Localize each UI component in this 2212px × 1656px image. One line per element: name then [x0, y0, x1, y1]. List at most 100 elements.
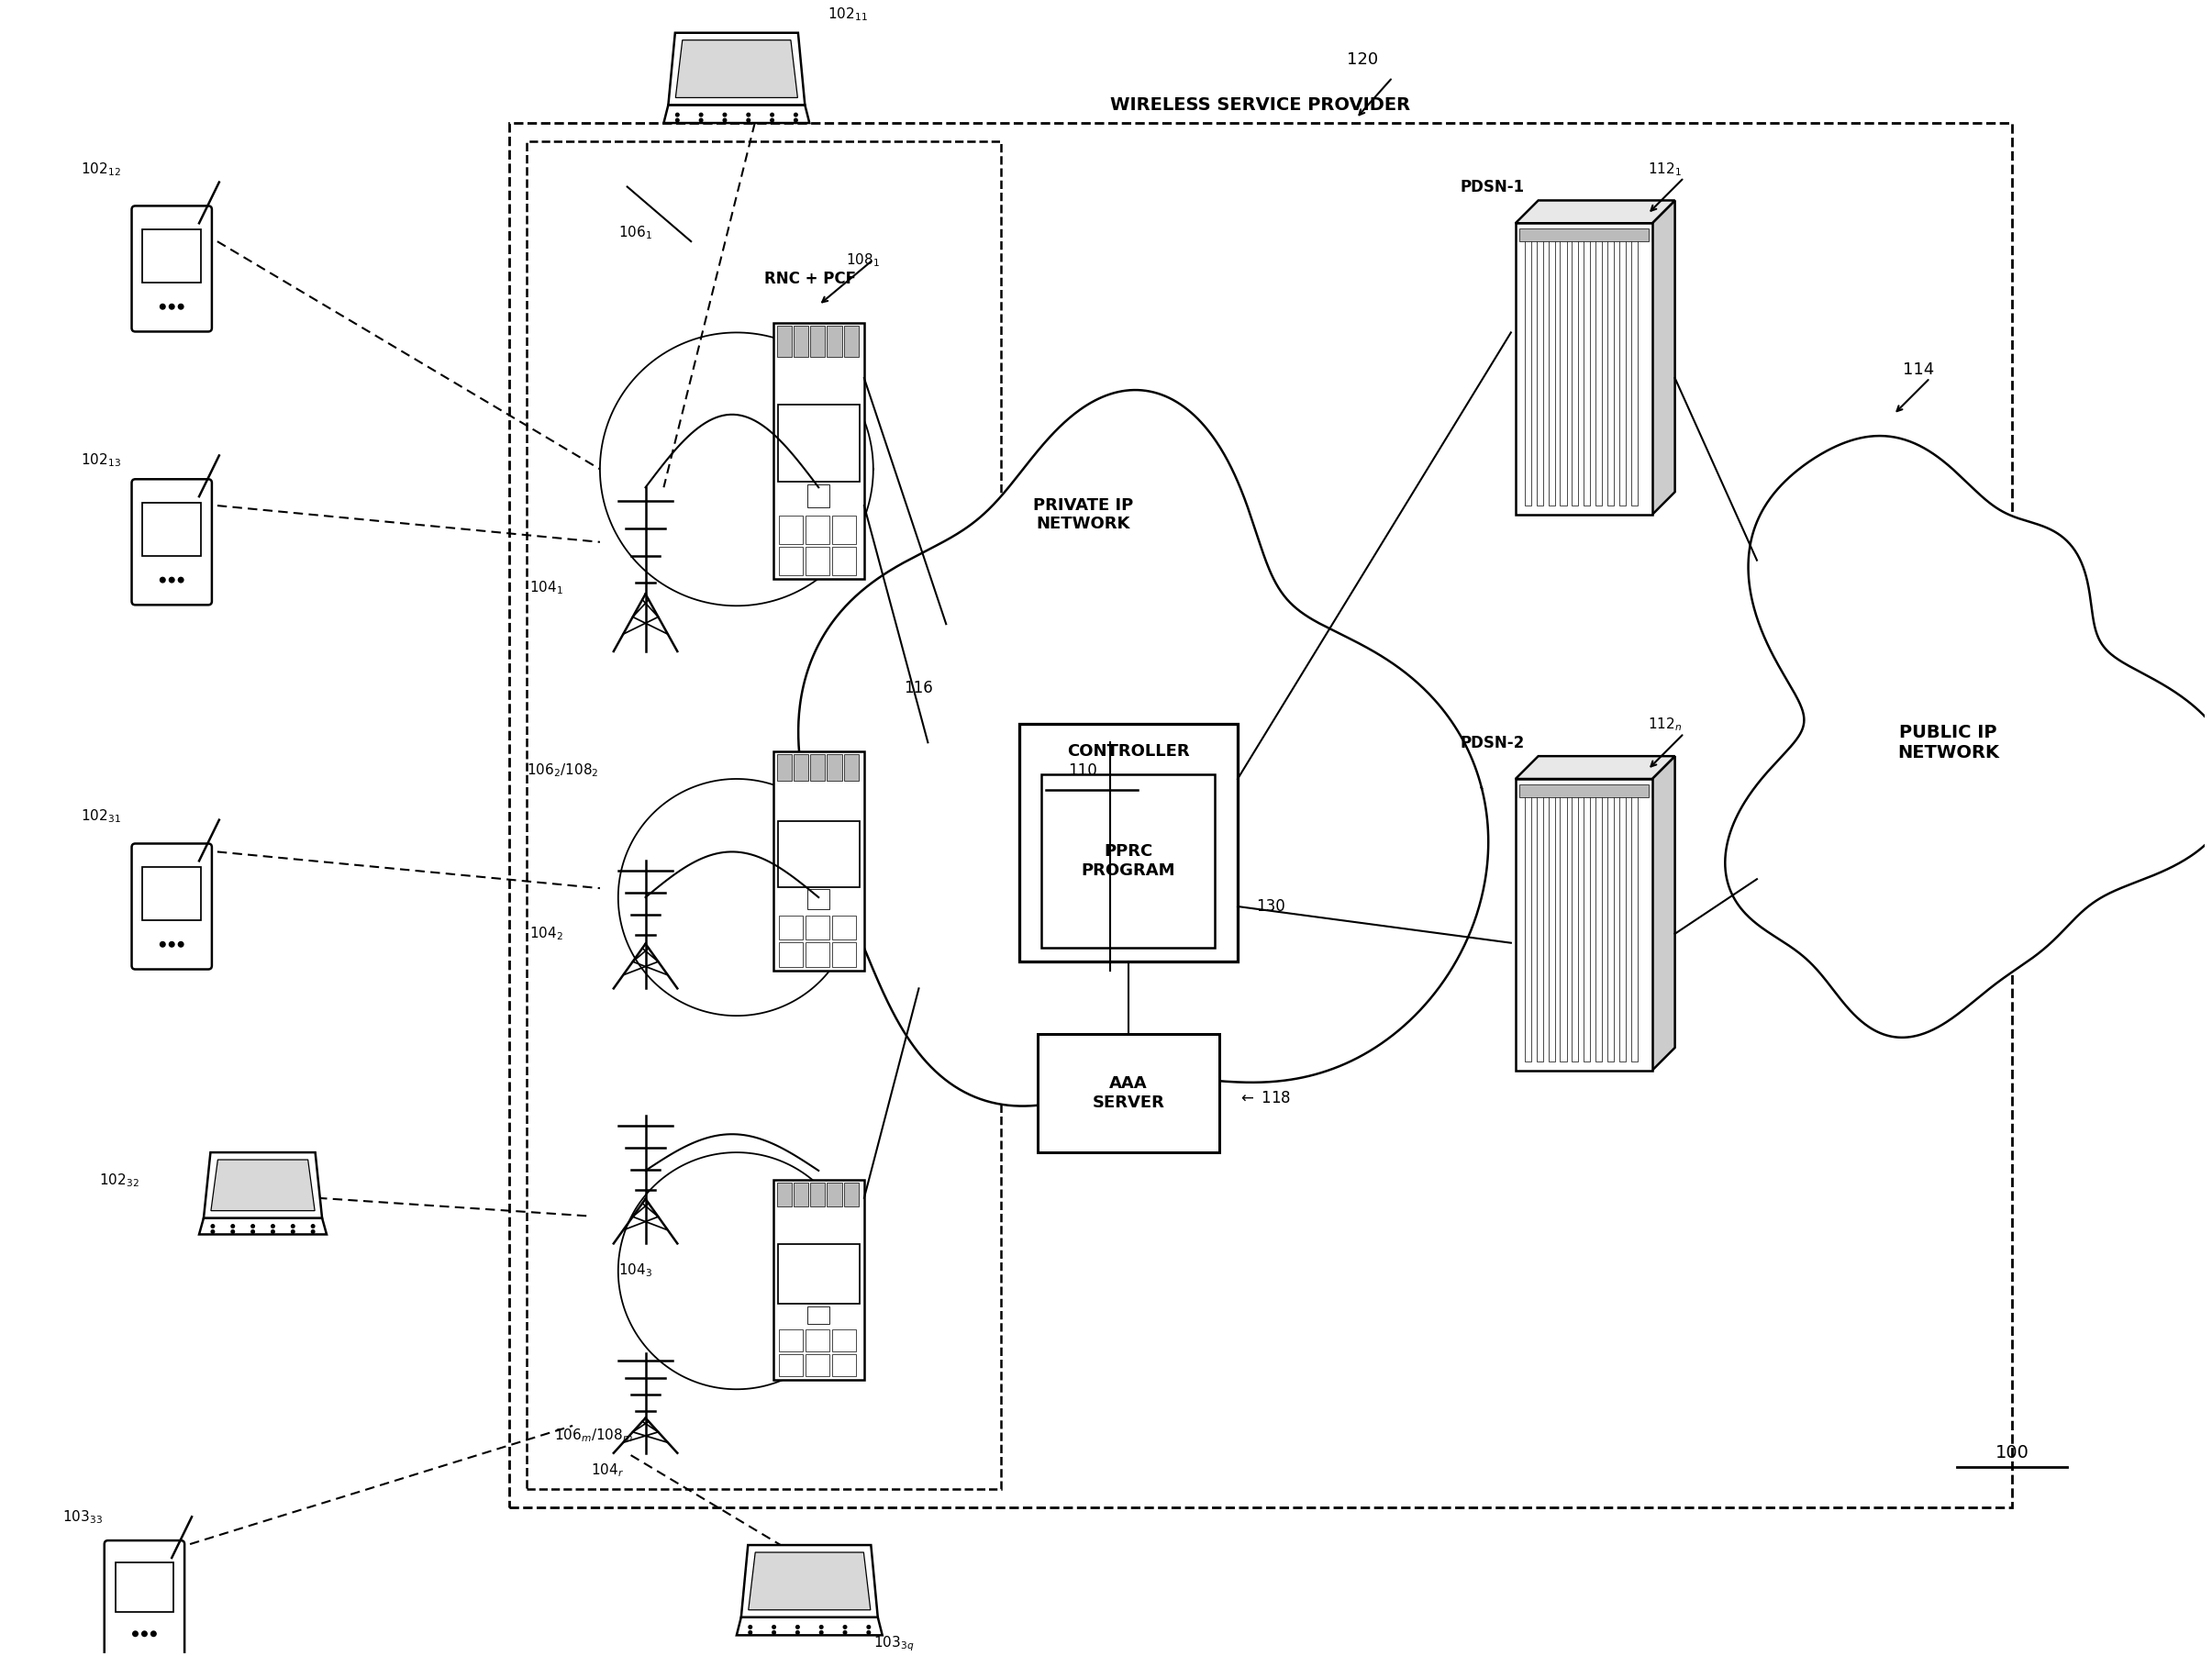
Circle shape [748, 113, 750, 116]
Bar [142, 868, 201, 921]
Bar [1037, 1033, 1219, 1153]
Bar [776, 1182, 792, 1207]
Bar [805, 1355, 830, 1376]
Circle shape [699, 113, 703, 116]
Bar [779, 1355, 803, 1376]
Bar [1020, 724, 1239, 960]
Bar [1608, 788, 1615, 1061]
Circle shape [867, 1626, 869, 1628]
Polygon shape [1652, 200, 1674, 515]
Bar [827, 753, 843, 780]
Polygon shape [199, 1219, 327, 1234]
Polygon shape [675, 40, 799, 98]
Polygon shape [664, 104, 810, 123]
Circle shape [675, 113, 679, 116]
Circle shape [723, 119, 726, 123]
Text: PDSN-2: PDSN-2 [1460, 735, 1524, 752]
Text: 116: 116 [905, 679, 933, 696]
Bar [1515, 224, 1652, 515]
FancyBboxPatch shape [133, 205, 212, 331]
Bar [1573, 788, 1579, 1061]
Bar [1520, 785, 1648, 797]
Circle shape [133, 1631, 137, 1636]
Circle shape [699, 119, 703, 123]
Bar [142, 503, 201, 556]
Bar [115, 1563, 173, 1611]
Bar [832, 942, 856, 967]
FancyBboxPatch shape [133, 479, 212, 604]
Bar [1630, 232, 1637, 505]
Text: PPRC
PROGRAM: PPRC PROGRAM [1082, 843, 1175, 879]
Bar [810, 753, 825, 780]
Bar [810, 326, 825, 356]
Bar [779, 1330, 803, 1351]
Polygon shape [737, 1618, 883, 1634]
Circle shape [159, 305, 166, 310]
Bar [832, 916, 856, 939]
Text: $102_{32}$: $102_{32}$ [100, 1172, 139, 1189]
Circle shape [843, 1631, 847, 1634]
Circle shape [796, 1631, 799, 1634]
Bar [779, 406, 860, 482]
Bar [772, 323, 865, 578]
Text: $\leftarrow$ 118: $\leftarrow$ 118 [1239, 1090, 1292, 1106]
Circle shape [312, 1230, 314, 1234]
Text: $102_{12}$: $102_{12}$ [80, 161, 122, 177]
Bar [807, 1307, 830, 1325]
Circle shape [159, 942, 166, 947]
Bar [1619, 232, 1626, 505]
Circle shape [210, 1230, 215, 1234]
Bar [843, 326, 858, 356]
Circle shape [179, 578, 184, 583]
Bar [1595, 232, 1601, 505]
Bar [810, 1182, 825, 1207]
Polygon shape [668, 33, 805, 104]
Text: $106_1$: $106_1$ [617, 224, 653, 242]
Circle shape [867, 1631, 869, 1634]
Bar [779, 1244, 860, 1303]
Bar [843, 1182, 858, 1207]
Bar [526, 141, 1000, 1489]
Bar [772, 752, 865, 970]
Bar [142, 230, 201, 283]
FancyBboxPatch shape [133, 843, 212, 969]
Text: AAA
SERVER: AAA SERVER [1093, 1075, 1164, 1111]
Bar [827, 1182, 843, 1207]
Bar [843, 753, 858, 780]
Polygon shape [748, 1552, 872, 1610]
Bar [1584, 232, 1590, 505]
Polygon shape [1725, 436, 2212, 1037]
Text: 114: 114 [1902, 361, 1933, 378]
Bar [805, 916, 830, 939]
Text: PRIVATE IP
NETWORK: PRIVATE IP NETWORK [1033, 497, 1133, 533]
Circle shape [292, 1230, 294, 1234]
Bar [794, 1182, 807, 1207]
Bar [1524, 788, 1531, 1061]
Text: 110: 110 [1068, 762, 1097, 778]
Bar [1537, 788, 1544, 1061]
Bar [1630, 788, 1637, 1061]
Bar [1548, 788, 1555, 1061]
Text: $112_1$: $112_1$ [1648, 161, 1681, 177]
Circle shape [843, 1626, 847, 1628]
Bar [779, 821, 860, 888]
Circle shape [150, 1631, 157, 1636]
Circle shape [168, 305, 175, 310]
Text: PUBLIC IP
NETWORK: PUBLIC IP NETWORK [1898, 724, 2000, 762]
Text: $108_1$: $108_1$ [845, 252, 880, 268]
FancyBboxPatch shape [104, 1540, 184, 1656]
Bar [776, 326, 792, 356]
Circle shape [794, 119, 799, 123]
Circle shape [168, 578, 175, 583]
Text: WIRELESS SERVICE PROVIDER: WIRELESS SERVICE PROVIDER [1110, 96, 1411, 114]
Bar [827, 326, 843, 356]
Bar [832, 517, 856, 545]
Polygon shape [204, 1153, 323, 1219]
Circle shape [770, 119, 774, 123]
Text: $103_{33}$: $103_{33}$ [62, 1509, 102, 1525]
Bar [805, 546, 830, 575]
Bar [794, 753, 807, 780]
Circle shape [142, 1631, 146, 1636]
Bar [1515, 778, 1652, 1070]
Bar [1608, 232, 1615, 505]
